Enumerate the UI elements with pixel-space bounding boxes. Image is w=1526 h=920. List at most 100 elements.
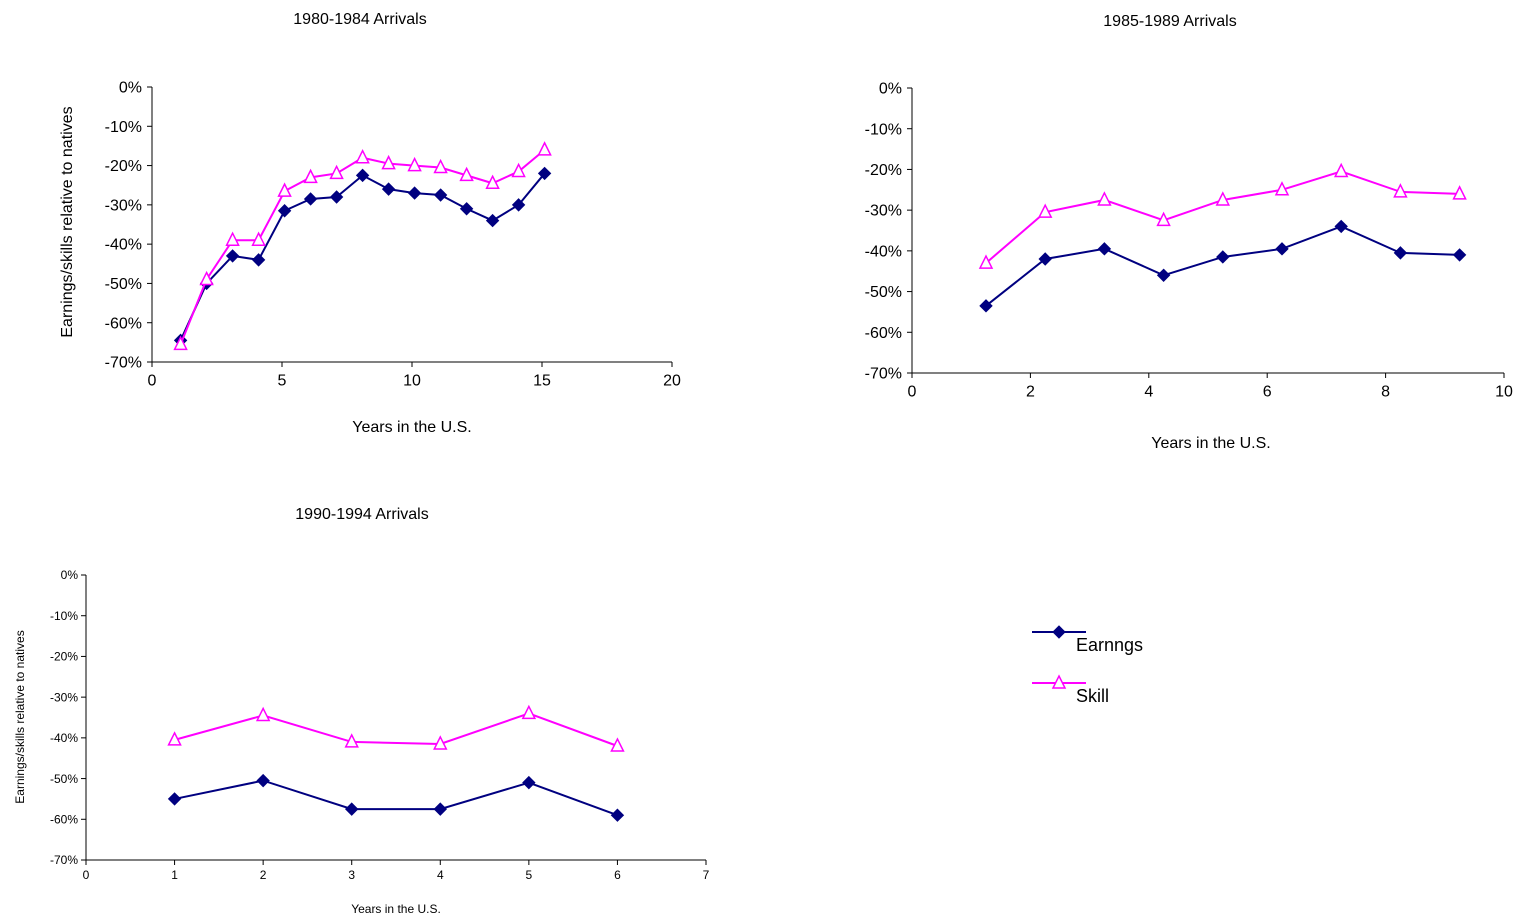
x-axis-label: Years in the U.S. bbox=[351, 902, 441, 916]
x-tick-label: 10 bbox=[403, 372, 421, 389]
plot-area: 0% -10% -20% -30% -40% -50% -60% -70% 0 1 2 3 4 5 6 7 bbox=[50, 568, 710, 882]
point-skill bbox=[433, 158, 448, 174]
point-skill bbox=[303, 168, 318, 184]
point-earnings bbox=[381, 182, 396, 196]
point-skill bbox=[521, 704, 537, 720]
point-skill bbox=[1037, 203, 1053, 218]
y-axis-label: Earnings/skills relative to natives bbox=[13, 630, 27, 803]
series-line-earnings bbox=[985, 225, 1460, 307]
legend: Earnngs Skill bbox=[1032, 625, 1143, 706]
y-tick-label: 0% bbox=[119, 80, 142, 97]
y-tick-label: -60% bbox=[105, 315, 142, 332]
x-tick-label: 8 bbox=[1381, 383, 1390, 400]
chart-1985-1989: 1985-1989 Arrivals Years in the U.S. 0% -… bbox=[865, 13, 1513, 452]
point-earnings bbox=[303, 192, 318, 206]
y-tick-label: 0% bbox=[879, 81, 902, 98]
x-tick-label: 1 bbox=[171, 868, 178, 882]
point-earnings bbox=[610, 808, 625, 822]
point-skill bbox=[173, 335, 188, 351]
x-tick-label: 4 bbox=[437, 868, 444, 882]
y-tick-label: -40% bbox=[865, 243, 902, 260]
point-earnings bbox=[407, 186, 422, 200]
point-earnings bbox=[277, 204, 292, 218]
point-skill bbox=[199, 270, 214, 286]
x-tick-label: 10 bbox=[1495, 383, 1513, 400]
point-earnings bbox=[345, 802, 359, 816]
point-earnings bbox=[1275, 242, 1289, 256]
point-earnings bbox=[1334, 219, 1348, 234]
point-earnings bbox=[1216, 250, 1230, 264]
point-skill bbox=[251, 231, 266, 246]
point-skill bbox=[355, 149, 370, 164]
chart-1990-1994: 1990-1994 Arrivals Earnings/skills relat… bbox=[13, 506, 710, 916]
legend-item-earnings: Earnngs bbox=[1032, 625, 1143, 655]
legend-label-earnings: Earnngs bbox=[1076, 635, 1143, 655]
x-tick-label: 0 bbox=[83, 868, 90, 882]
plot-area: 0% -10% -20% -30% -40% -50% -60% -70% 0 5 10 15 20 bbox=[105, 80, 681, 390]
point-skill bbox=[433, 735, 448, 750]
y-tick-label: 0% bbox=[61, 568, 79, 582]
legend-item-skill: Skill bbox=[1032, 674, 1109, 706]
x-tick-label: 3 bbox=[348, 868, 355, 882]
point-earnings bbox=[485, 213, 500, 228]
y-tick-label: -30% bbox=[865, 203, 902, 220]
x-tick-label: 5 bbox=[526, 868, 533, 882]
legend-diamond-icon bbox=[1052, 625, 1066, 639]
series-line-skill bbox=[174, 712, 618, 747]
y-tick-label: -50% bbox=[105, 276, 142, 293]
point-earnings bbox=[1393, 246, 1408, 260]
x-tick-label: 5 bbox=[278, 372, 287, 389]
plot-area: 0% -10% -20% -30% -40% -50% -60% -70% 0 2 4 6 8 10 bbox=[865, 81, 1513, 401]
x-tick-label: 0 bbox=[908, 383, 917, 400]
series-line-earnings bbox=[174, 779, 618, 817]
point-skill bbox=[329, 164, 344, 180]
y-tick-label: -10% bbox=[105, 119, 142, 136]
point-earnings bbox=[433, 802, 447, 816]
x-tick-label: 20 bbox=[663, 372, 681, 389]
y-tick-label: -20% bbox=[50, 650, 78, 664]
x-tick-label: 6 bbox=[614, 868, 621, 882]
y-tick-label: -60% bbox=[50, 812, 78, 826]
point-earnings bbox=[167, 792, 182, 806]
chart-title: 1985-1989 Arrivals bbox=[1103, 13, 1236, 30]
point-skill bbox=[1097, 191, 1112, 206]
point-earnings bbox=[1038, 252, 1052, 266]
point-skill bbox=[978, 254, 994, 269]
point-skill bbox=[167, 731, 182, 746]
legend-triangle-icon bbox=[1051, 674, 1067, 689]
point-earnings bbox=[355, 168, 370, 183]
point-earnings bbox=[522, 775, 536, 790]
series-line-skill bbox=[985, 170, 1460, 264]
point-skill bbox=[485, 174, 500, 189]
point-earnings bbox=[329, 190, 344, 204]
x-tick-label: 7 bbox=[703, 868, 710, 882]
y-tick-label: -30% bbox=[50, 690, 78, 704]
point-skill bbox=[537, 141, 552, 156]
point-earnings bbox=[256, 773, 270, 788]
point-earnings bbox=[459, 202, 474, 216]
point-skill bbox=[511, 162, 526, 178]
y-tick-label: -50% bbox=[865, 284, 902, 301]
y-tick-label: -70% bbox=[105, 355, 142, 372]
y-tick-label: -10% bbox=[50, 609, 78, 623]
point-skill bbox=[344, 733, 359, 748]
y-tick-label: -30% bbox=[105, 197, 142, 214]
point-skill bbox=[459, 166, 474, 182]
y-tick-label: -10% bbox=[865, 121, 902, 138]
point-skill bbox=[407, 156, 422, 172]
y-tick-label: -50% bbox=[50, 772, 78, 786]
y-tick-label: -40% bbox=[105, 237, 142, 254]
y-tick-label: -20% bbox=[865, 162, 902, 179]
point-earnings bbox=[979, 299, 993, 313]
x-tick-label: 4 bbox=[1144, 383, 1153, 400]
y-tick-label: -20% bbox=[105, 158, 142, 175]
point-earnings bbox=[537, 166, 552, 181]
point-skill bbox=[610, 737, 625, 752]
y-tick-label: -70% bbox=[865, 366, 902, 383]
y-tick-label: -60% bbox=[865, 325, 902, 342]
x-tick-label: 15 bbox=[533, 372, 551, 389]
y-tick-label: -40% bbox=[50, 731, 78, 745]
chart-title: 1990-1994 Arrivals bbox=[295, 506, 428, 523]
point-earnings bbox=[251, 253, 266, 267]
